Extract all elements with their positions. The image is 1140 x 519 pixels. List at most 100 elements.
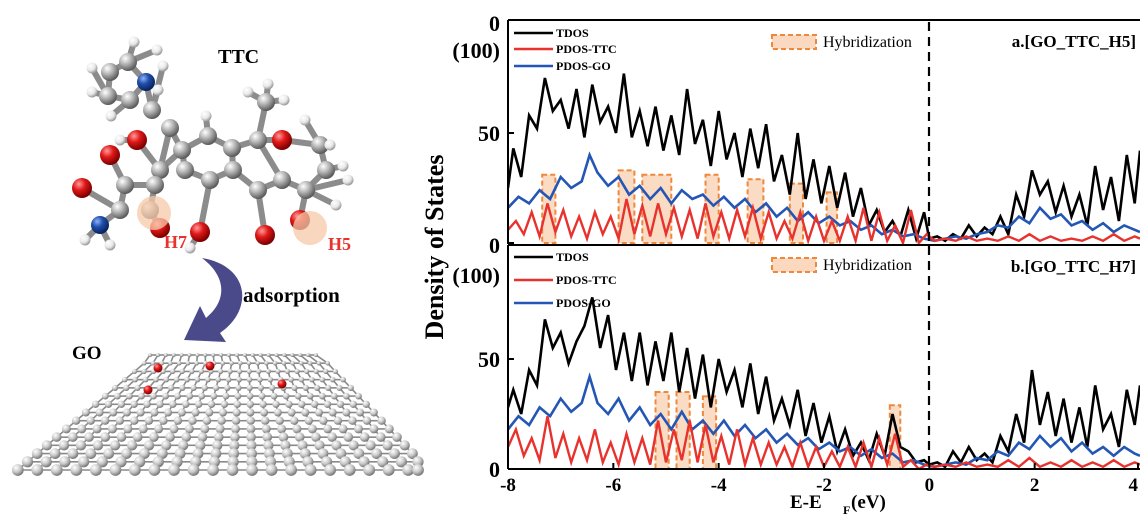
lattice-atom xyxy=(246,360,252,366)
lattice-atom xyxy=(114,392,121,400)
panel-b-legend: TDOS PDOS-TTC PDOS-GO xyxy=(514,250,617,310)
lattice-atom xyxy=(392,432,402,442)
lattice-atom xyxy=(349,400,357,408)
lattice-atom xyxy=(257,376,263,383)
panel-b-legend-tdos: TDOS xyxy=(556,250,589,264)
lattice-atom xyxy=(171,353,176,357)
hydrogen-atom xyxy=(262,78,274,90)
lattice-atom xyxy=(331,440,342,451)
lattice-atom xyxy=(324,464,336,476)
go-oxygen-group xyxy=(153,363,163,373)
panel-b-ytick-label-100: (100) xyxy=(452,263,500,288)
lattice-atom xyxy=(111,384,119,391)
lattice-atom xyxy=(288,376,294,383)
lattice-atom xyxy=(282,353,287,357)
lattice-atom xyxy=(182,400,190,408)
lattice-atom xyxy=(230,432,240,442)
lattice-atom xyxy=(332,368,338,374)
lattice-atom xyxy=(285,400,293,408)
lattice-atom xyxy=(61,424,71,434)
lattice-atom xyxy=(200,424,210,434)
lattice-atom xyxy=(348,416,357,425)
carbon-atom xyxy=(249,131,267,149)
lattice-atom xyxy=(149,432,159,442)
lattice-atom xyxy=(325,360,331,366)
hydrogen-atom xyxy=(128,36,140,48)
carbon-atom xyxy=(297,181,315,199)
lattice-atom xyxy=(198,368,204,374)
panel-b-hybridization-legend-swatch xyxy=(771,257,817,273)
x-axis-ticks: -8 -6 -4 -2 0 2 4 xyxy=(500,463,1139,496)
lattice-atom xyxy=(306,353,311,357)
lattice-atom xyxy=(163,376,170,383)
lattice-atom xyxy=(90,464,102,476)
dos-chart: Density of States 0 (100) 50 TDOS PDOS-T… xyxy=(420,11,1140,517)
lattice-atom xyxy=(142,376,149,383)
lattice-atom xyxy=(304,464,317,476)
oxygen-atom xyxy=(272,130,292,150)
lattice-atom xyxy=(347,384,354,391)
lattice-atom xyxy=(205,376,211,383)
lattice-atom xyxy=(78,456,90,468)
lattice-atom xyxy=(232,408,241,417)
panel-a-hybridization-region xyxy=(788,182,804,245)
lattice-atom xyxy=(323,424,333,434)
lattice-atom xyxy=(91,400,100,408)
lattice-atom xyxy=(81,408,90,417)
hydrogen-atom xyxy=(157,60,169,72)
lattice-atom xyxy=(335,448,347,459)
lattice-atom xyxy=(194,360,199,366)
carbon-atom xyxy=(199,127,217,145)
lattice-atom xyxy=(294,392,302,400)
lattice-atom xyxy=(338,424,348,434)
hydrogen-atom xyxy=(86,62,98,74)
lattice-atom xyxy=(306,392,314,400)
carbon-atom xyxy=(176,161,194,179)
lattice-atom xyxy=(336,400,345,408)
lattice-atom xyxy=(220,360,226,366)
lattice-atom xyxy=(284,368,291,374)
lattice-atom xyxy=(59,456,71,468)
lattice-atom xyxy=(150,392,157,400)
lattice-atom xyxy=(154,424,164,434)
panel-a-label: a.[GO_TTC_H5] xyxy=(1012,32,1136,51)
lattice-atom xyxy=(213,384,220,391)
x-tick-label: -4 xyxy=(711,475,727,496)
lattice-atom xyxy=(412,456,424,468)
lattice-atom xyxy=(264,448,275,459)
lattice-atom xyxy=(84,432,94,442)
lattice-atom xyxy=(68,432,78,442)
carbon-atom xyxy=(121,91,139,109)
lattice-atom xyxy=(77,424,87,434)
lattice-atom xyxy=(219,353,224,357)
lattice-atom xyxy=(272,400,280,408)
lattice-atom xyxy=(210,392,218,400)
lattice-atom xyxy=(311,432,321,442)
lattice-atom xyxy=(212,440,223,451)
lattice-atom xyxy=(256,368,262,374)
panel-b-label: b.[GO_TTC_H7] xyxy=(1011,257,1136,276)
lattice-atom xyxy=(399,440,410,451)
lattice-atom xyxy=(51,432,62,442)
lattice-atom xyxy=(187,464,200,476)
lattice-atom xyxy=(129,464,141,476)
lattice-atom xyxy=(314,353,318,357)
lattice-atom xyxy=(369,408,378,417)
lattice-atom xyxy=(382,440,393,451)
lattice-atom xyxy=(371,448,382,459)
panel-a-legend: TDOS PDOS-TTC PDOS-GO xyxy=(514,26,617,73)
x-tick-label: -8 xyxy=(500,475,516,496)
lattice-atom xyxy=(104,400,113,408)
oxygen-atom xyxy=(190,222,210,242)
lattice-atom xyxy=(163,353,168,357)
panel-a-hybridization-legend: Hybridization xyxy=(823,34,912,51)
lattice-atom xyxy=(298,376,305,383)
nitrogen-atom xyxy=(91,216,109,234)
lattice-atom xyxy=(290,353,295,357)
lattice-atom xyxy=(148,353,152,357)
lattice-atom xyxy=(156,384,163,391)
lattice-atom xyxy=(150,360,156,366)
lattice-atom xyxy=(343,432,354,442)
lattice-atom xyxy=(195,440,206,451)
panel-a-ytick-label-0: 0 xyxy=(489,233,500,258)
